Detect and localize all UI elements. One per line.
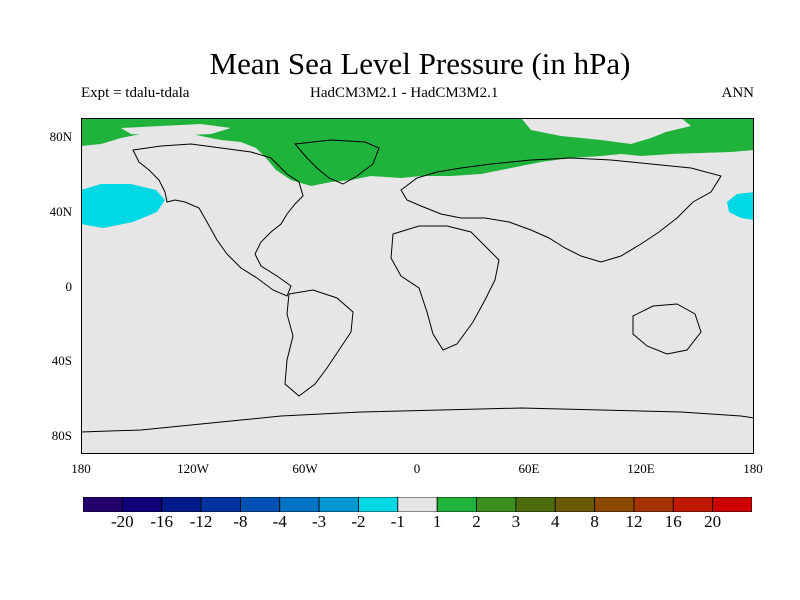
colorbar-label: 2	[472, 512, 481, 531]
colorbar-swatch	[83, 497, 123, 512]
colorbar-swatch	[240, 497, 281, 512]
coastline-eurasia	[400, 157, 722, 263]
colorbar-swatch	[436, 497, 477, 512]
colorbar-label: 20	[704, 512, 722, 531]
coastline-australia	[632, 303, 702, 355]
lon-tick-0: 0	[413, 461, 421, 476]
colorbar-label: -3	[312, 512, 327, 531]
lon-tick-120w: 120W	[177, 461, 209, 476]
pacific-negative-anomaly-west	[81, 184, 165, 228]
colorbar-label: 4	[550, 512, 560, 531]
lat-tick-40n: 40N	[49, 204, 72, 219]
colorbar-label: -4	[272, 512, 287, 531]
colorbar-swatch	[318, 497, 359, 512]
experiment-label: Expt = tdalu-tdala	[81, 85, 190, 101]
colorbar-swatch	[279, 497, 320, 512]
colorbar-swatch	[476, 497, 517, 512]
colorbar-label: 3	[511, 512, 521, 531]
colorbar-swatch	[554, 497, 595, 512]
arctic-neutral-patch-east	[521, 118, 691, 144]
lat-tick-80n: 80N	[49, 129, 72, 144]
coastline-south-america	[284, 289, 354, 397]
lon-tick-60e: 60E	[518, 461, 540, 476]
lat-tick-80s: 80S	[51, 428, 72, 443]
colorbar-label: 16	[664, 512, 682, 531]
colorbar-swatch	[358, 497, 399, 512]
pressure-map	[81, 118, 754, 454]
coastlines	[81, 139, 754, 433]
lon-tick-180e: 180	[743, 461, 763, 476]
colorbar-label: 1	[432, 512, 442, 531]
lat-tick-40s: 40S	[51, 353, 72, 368]
colorbar-label: -16	[150, 512, 174, 531]
colorbar-label: -8	[233, 512, 248, 531]
coastline-africa	[390, 225, 500, 351]
colorbar-swatch	[672, 497, 714, 512]
colorbar-swatch	[200, 497, 241, 512]
lat-tick-0: 0	[65, 279, 73, 294]
map-frame	[81, 118, 754, 454]
colorbar-swatch	[121, 497, 163, 512]
colorbar-swatch	[397, 497, 438, 512]
season-label: ANN	[721, 85, 755, 101]
colorbar-swatch	[712, 497, 752, 512]
lon-tick-120e: 120E	[627, 461, 655, 476]
lon-tick-60w: 60W	[292, 461, 318, 476]
colorbar-swatch	[161, 497, 202, 512]
colorbar	[83, 497, 752, 512]
colorbar-label: -12	[189, 512, 213, 531]
pacific-negative-anomaly-east	[727, 192, 754, 220]
coastline-antarctica	[81, 407, 754, 433]
lon-tick-180w: 180	[71, 461, 91, 476]
coastline-greenland	[294, 139, 380, 185]
colorbar-label: -1	[390, 512, 405, 531]
colorbar-label: -20	[111, 512, 134, 531]
colorbar-label: -2	[351, 512, 366, 531]
colorbar-swatch	[594, 497, 635, 512]
model-label: HadCM3M2.1 - HadCM3M2.1	[310, 85, 499, 101]
coastline-north-america	[132, 143, 304, 297]
colorbar-swatch	[633, 497, 674, 512]
arctic-neutral-patch	[121, 124, 231, 136]
colorbar-label: 8	[590, 512, 599, 531]
colorbar-label: 12	[625, 512, 643, 531]
colorbar-swatch	[515, 497, 556, 512]
chart-title: Mean Sea Level Pressure (in hPa)	[209, 46, 631, 81]
